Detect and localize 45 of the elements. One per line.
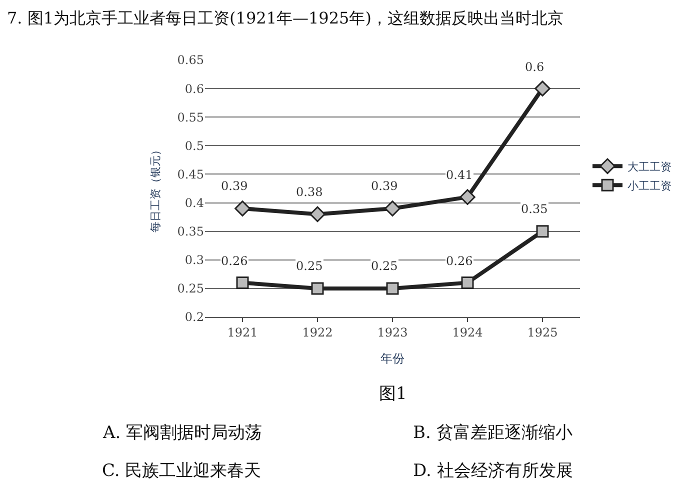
y-tick-label: 0.3 xyxy=(184,253,204,268)
x-tick-label: 1923 xyxy=(377,325,408,340)
data-label: 0.38 xyxy=(296,185,323,199)
y-tick-label: 0.2 xyxy=(184,310,204,324)
data-label: 0.25 xyxy=(371,259,398,273)
text: B. 贫富差距逐渐缩小 xyxy=(413,423,572,443)
text: A. 军阀割据时局动荡 xyxy=(102,423,262,443)
data-label: 0.26 xyxy=(446,254,473,268)
point xyxy=(386,282,399,295)
y-axis-title: 每日工资（银元） xyxy=(148,144,162,232)
point xyxy=(234,200,250,216)
data-label: 0.35 xyxy=(521,202,548,216)
y-tick-label: 0.5 xyxy=(184,138,204,153)
y-tick-label: 0.65 xyxy=(177,53,204,68)
x-tick-label: 1922 xyxy=(302,325,333,340)
point xyxy=(311,282,324,295)
caption: 图1 xyxy=(379,384,407,404)
data-label: 0.41 xyxy=(446,168,473,182)
point xyxy=(461,276,474,289)
y-tick-label: 0.25 xyxy=(177,282,204,296)
data-label: 0.39 xyxy=(221,179,248,193)
point xyxy=(310,206,326,222)
chart-title: 7. 图1为北京手工业者每日工资(1921年—1925年)，这组数据反映出当时北京 xyxy=(7,8,564,28)
y-tick-label: 0.35 xyxy=(177,224,204,239)
text: D. 社会经济有所发展 xyxy=(413,461,573,481)
y-tick-label: 0.4 xyxy=(184,196,204,210)
point xyxy=(534,80,550,96)
y-tick-label: 0.45 xyxy=(177,167,204,182)
point xyxy=(460,189,476,205)
y-tick-label: 0.55 xyxy=(177,110,204,124)
x-tick-label: 1921 xyxy=(227,325,258,340)
text: C. 民族工业迎来春天 xyxy=(102,461,262,481)
point xyxy=(384,200,400,216)
data-label: 0.39 xyxy=(371,179,398,193)
point xyxy=(236,276,249,289)
x-tick-label: 1924 xyxy=(452,325,484,340)
x-axis-title: 年份 xyxy=(380,351,404,366)
x-tick-label: 1925 xyxy=(527,325,558,340)
data-label: 0.6 xyxy=(525,60,544,74)
data-label: 0.25 xyxy=(296,259,323,273)
data-label: 0.26 xyxy=(221,254,248,268)
legend-label: 大工工资 xyxy=(628,160,672,174)
legend-label: 小工工资 xyxy=(628,179,672,192)
y-tick-label: 0.6 xyxy=(184,82,204,96)
point xyxy=(536,225,549,238)
